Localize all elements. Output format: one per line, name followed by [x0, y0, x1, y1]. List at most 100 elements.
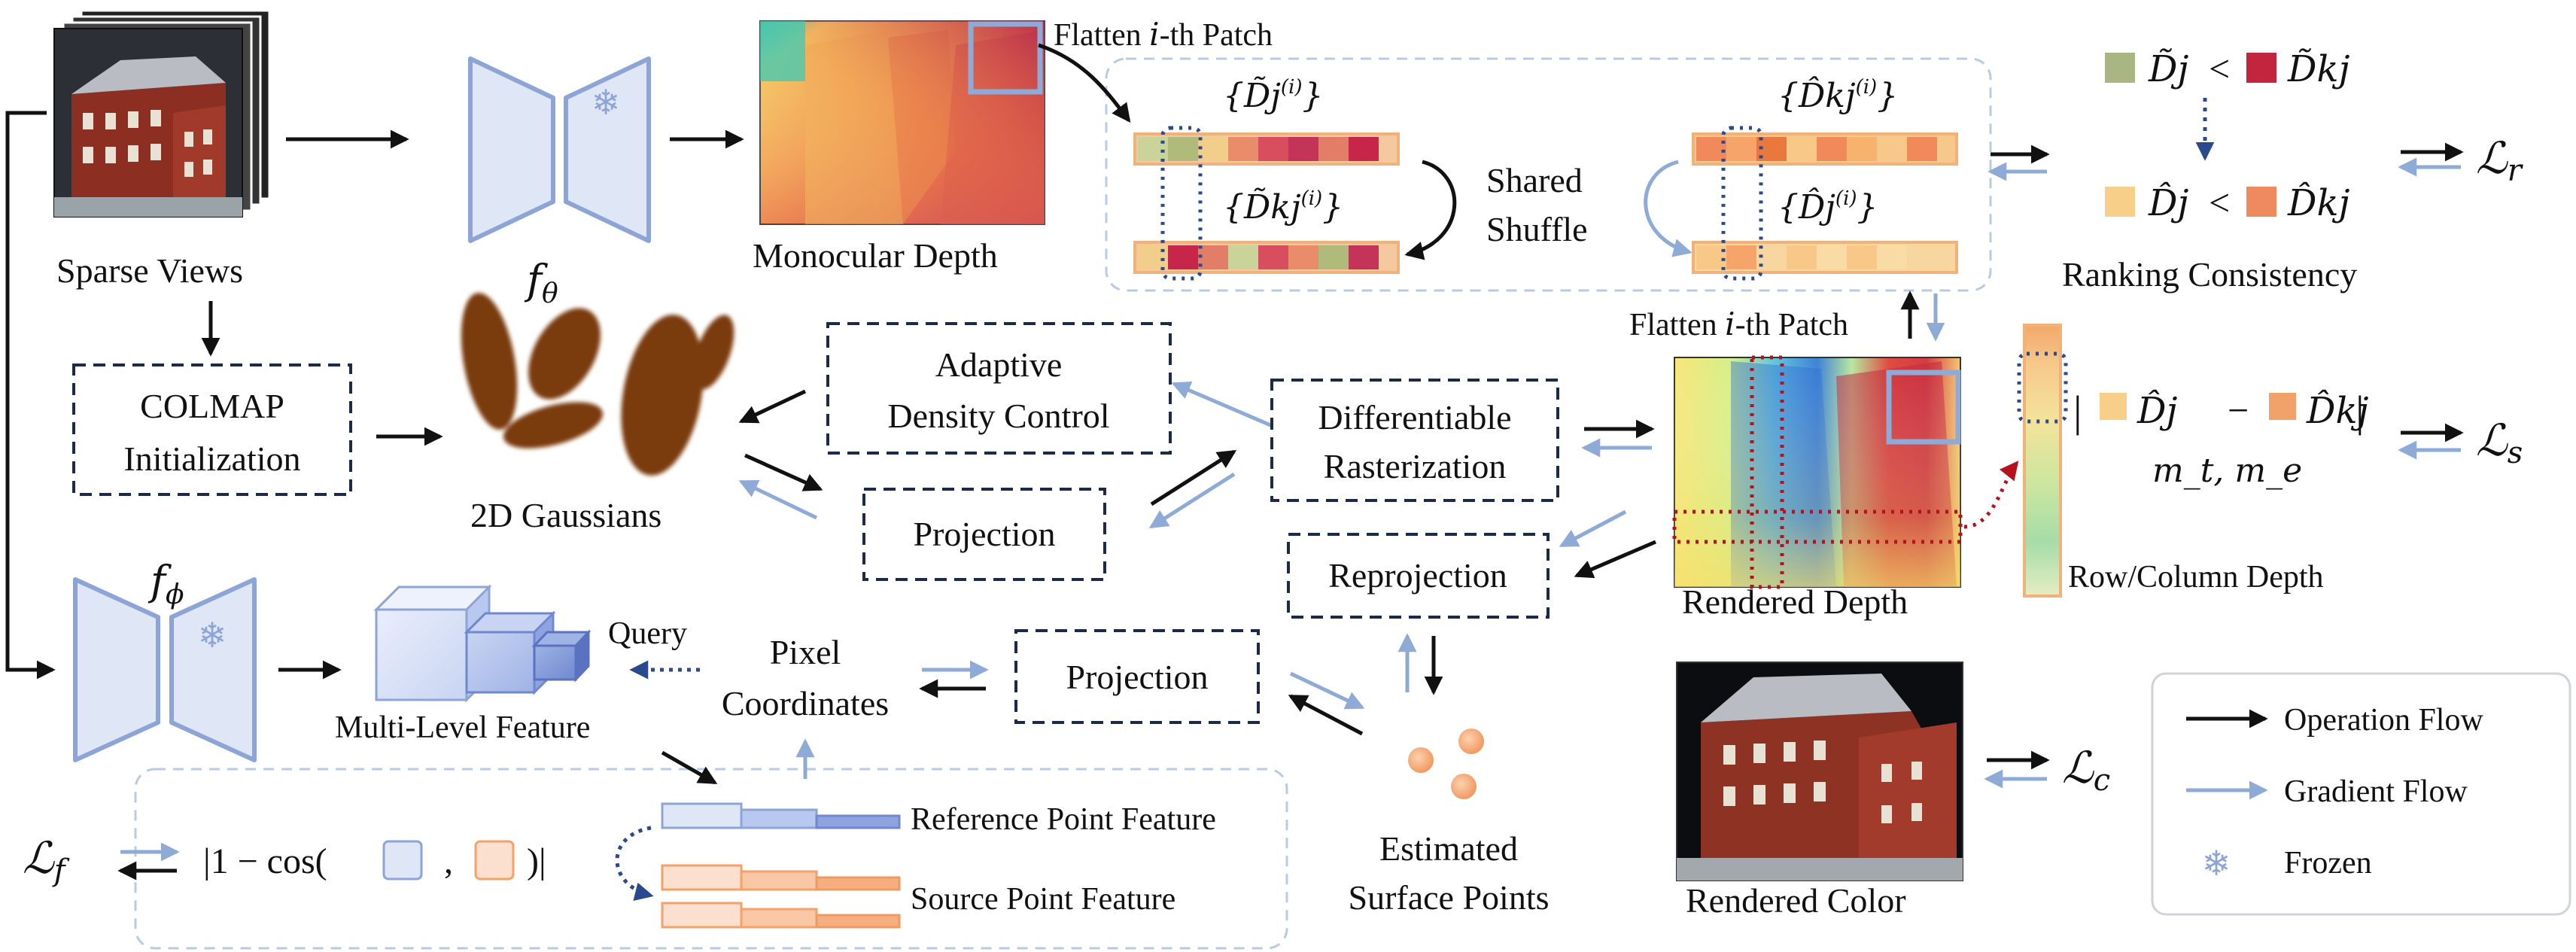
- svg-text:<: <: [2209, 181, 2230, 224]
- colmap-label: COLMAP: [140, 387, 284, 425]
- arrow-surface-to-proj: [1288, 694, 1364, 736]
- d-hat-kj-label: {D̂kj(i)}: [1778, 75, 1898, 115]
- svg-text:D̃kj: D̃kj: [2287, 47, 2350, 90]
- f-phi-label: fϕ: [148, 557, 184, 610]
- rendered-depth-label: Rendered Depth: [1682, 582, 1908, 621]
- svg-text:D̂j: D̂j: [2137, 388, 2177, 432]
- shuffle-arrow-left: [1404, 160, 1457, 260]
- sparse-views-stack: [53, 9, 271, 217]
- reprojection-label: Reprojection: [1328, 556, 1507, 595]
- encoder-f-theta: ❄: [468, 56, 651, 243]
- row-column-depth-label: Row/Column Depth: [2068, 560, 2324, 595]
- snowflake-icon: ❄: [198, 615, 227, 655]
- projection-top-label: Projection: [913, 515, 1055, 553]
- source-point-feature: [661, 864, 901, 929]
- svg-text:<: <: [2209, 47, 2230, 90]
- svg-text:D̂j: D̂j: [2148, 181, 2188, 224]
- arrow-row-to-column: [1963, 461, 2019, 529]
- reference-point-feature: [661, 802, 901, 829]
- projection-top-box: [862, 488, 1106, 581]
- pixel-coords-label-1: Pixel: [770, 633, 841, 671]
- monocular-depth-map: [759, 20, 1045, 225]
- estimated-label-2: Surface Points: [1348, 878, 1549, 917]
- estimated-label-1: Estimated: [1379, 829, 1518, 868]
- legend: Operation Flow Gradient Flow ❄ Frozen: [2151, 672, 2571, 916]
- adaptive-density-control-box: [826, 322, 1172, 455]
- gaussians-2d: [461, 293, 734, 476]
- d-hat-j-label: {D̂j(i)}: [1778, 187, 1878, 227]
- shared-shuffle-label: Shared: [1486, 161, 1583, 199]
- loss-c-arrows: [1984, 750, 2050, 789]
- snowflake-icon: ❄: [2202, 843, 2231, 884]
- sparse-views-label: Sparse Views: [56, 251, 243, 290]
- diff-rasterization-box: [1270, 379, 1559, 502]
- mt-me-label: m_t, m_e: [2152, 452, 2302, 490]
- depth-strip-hat-j: [1692, 241, 1958, 274]
- patch-highlight-top: [968, 21, 1043, 95]
- legend-frozen-label: Frozen: [2284, 846, 2372, 881]
- rendered-depth-map: [1672, 355, 1963, 589]
- flatten-patch-top-label: Flatten i-th Patch: [1054, 16, 1273, 53]
- adc-label-2: Density Control: [887, 397, 1109, 435]
- arrow-reproj-grad: [1559, 509, 1627, 548]
- initialization-label: Initialization: [123, 440, 300, 478]
- rendered-color-label: Rendered Color: [1686, 881, 1906, 920]
- arrow-proj-to-surface: [1289, 671, 1365, 710]
- svg-text:|1 − cos(: |1 − cos(: [203, 841, 327, 881]
- legend-operation-label: Operation Flow: [2284, 703, 2483, 738]
- pixel-coords-label-2: Coordinates: [722, 684, 889, 722]
- row-column-depth-bar: [2017, 324, 2068, 598]
- f-theta-label: fθ: [524, 256, 558, 309]
- multi-level-feature: [373, 584, 592, 703]
- depth-strip-hat-kj: [1692, 132, 1958, 166]
- arrow-raster-to-adc: [1171, 381, 1280, 431]
- loss-c: ℒc: [2062, 742, 2110, 798]
- svg-text:D̃j: D̃j: [2148, 47, 2188, 90]
- source-point-feature-label: Source Point Feature: [911, 882, 1175, 917]
- shuffle-arrow-right: [1644, 160, 1692, 257]
- arrow-feature-to-panel: [661, 750, 718, 785]
- row-highlight: [1672, 509, 1963, 544]
- d-tilde-kj-label: {D̃kj(i)}: [1223, 187, 1343, 227]
- arrow-depth-to-reproj: [1574, 540, 1656, 579]
- projection-bottom-label: Projection: [1066, 658, 1208, 696]
- svg-text:D̂kj: D̂kj: [2287, 181, 2350, 224]
- ranking-panel: [1105, 57, 1992, 292]
- patch-highlight-mid: [1886, 370, 1961, 445]
- svg-text:)|: )|: [527, 841, 546, 881]
- rendered-color-image: [1676, 662, 1963, 881]
- arrow-mono-to-strip: [1038, 43, 1131, 123]
- gaussians-label: 2D Gaussians: [470, 496, 661, 534]
- snowflake-icon: ❄: [592, 82, 621, 123]
- ranking-comparison: D̃j < D̃kj D̂j < D̂kj: [2105, 47, 2350, 224]
- query-label: Query: [608, 616, 687, 651]
- flatten-patch-mid-label: Flatten i-th Patch: [1629, 306, 1848, 342]
- adc-label-1: Adaptive: [935, 345, 1063, 384]
- feature-consistency-panel: [134, 768, 1288, 950]
- loss-s: ℒs: [2476, 415, 2523, 470]
- smoothness-expression: | D̂j − D̂kj |: [2073, 387, 2369, 436]
- building-image-thumb: [53, 28, 243, 217]
- legend-gradient-label: Gradient Flow: [2284, 774, 2468, 809]
- multi-level-feature-label: Multi-Level Feature: [335, 710, 590, 745]
- selection-column-right: [1721, 126, 1763, 281]
- arrow-proj-to-raster: [1150, 449, 1237, 506]
- svg-text:D̂kj: D̂kj: [2306, 388, 2369, 432]
- arrow-features-to-cos: [615, 826, 654, 901]
- arrow-views-to-fphi: [5, 111, 56, 680]
- ranking-consistency-label: Ranking Consistency: [2062, 255, 2357, 294]
- arrow-adc-to-gaussians: [738, 389, 807, 424]
- monocular-depth-label: Monocular Depth: [753, 236, 998, 275]
- depth-strip-tilde-kj: [1133, 241, 1400, 274]
- reprojection-box: [1287, 533, 1550, 619]
- svg-text:❄: ❄: [592, 82, 621, 123]
- column-highlight: [1750, 355, 1784, 589]
- selection-column-left: [1160, 126, 1203, 281]
- depth-strip-tilde-j: [1133, 132, 1400, 166]
- diff-label-1: Differentiable: [1318, 398, 1511, 436]
- loss-r: ℒr: [2476, 132, 2524, 188]
- svg-text:,: ,: [444, 841, 453, 881]
- svg-text:|: |: [2073, 387, 2082, 436]
- diff-label-2: Rasterization: [1324, 447, 1507, 485]
